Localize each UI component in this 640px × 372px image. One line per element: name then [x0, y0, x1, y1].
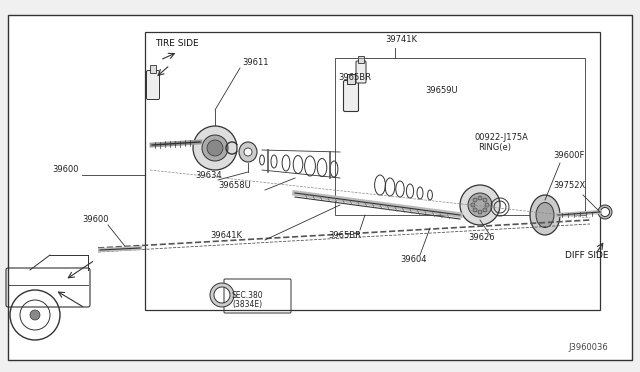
Text: 39634: 39634 [195, 171, 221, 180]
Text: (3834E): (3834E) [232, 300, 262, 309]
Circle shape [193, 126, 237, 170]
Circle shape [30, 310, 40, 320]
Bar [150, 65, 156, 73]
Text: DIFF SIDE: DIFF SIDE [565, 251, 609, 260]
Text: 39611: 39611 [242, 58, 269, 67]
Bar [335, 58, 585, 215]
Text: 39658U: 39658U [218, 181, 251, 190]
Text: 39626: 39626 [468, 233, 495, 242]
Text: J3960036: J3960036 [568, 343, 608, 352]
Text: 39604: 39604 [400, 255, 426, 264]
Text: 3965BR: 3965BR [328, 231, 361, 240]
Ellipse shape [536, 202, 554, 228]
Circle shape [202, 135, 228, 161]
Circle shape [207, 140, 223, 156]
Text: 3965BR: 3965BR [338, 73, 371, 82]
FancyBboxPatch shape [344, 80, 358, 112]
Text: SEC.380: SEC.380 [232, 291, 264, 300]
FancyBboxPatch shape [147, 71, 159, 99]
FancyBboxPatch shape [356, 61, 366, 83]
Circle shape [483, 208, 487, 212]
Text: 39600: 39600 [82, 215, 109, 224]
Circle shape [460, 185, 500, 225]
Circle shape [473, 208, 477, 212]
Circle shape [468, 193, 492, 217]
Circle shape [471, 203, 475, 207]
Text: 39600F: 39600F [553, 151, 584, 160]
Circle shape [478, 196, 482, 200]
Circle shape [473, 198, 477, 202]
Text: 39752X: 39752X [553, 181, 585, 190]
Circle shape [244, 148, 252, 156]
Circle shape [478, 210, 482, 214]
Text: 00922-J175A: 00922-J175A [475, 133, 529, 142]
Bar [145, 32, 600, 310]
Circle shape [485, 203, 489, 207]
Circle shape [483, 198, 487, 202]
Bar [358, 56, 364, 63]
Text: TIRE SIDE: TIRE SIDE [155, 39, 198, 48]
Text: 39600: 39600 [52, 165, 79, 174]
Text: 39641K: 39641K [210, 231, 242, 240]
Bar [347, 74, 355, 84]
Ellipse shape [239, 142, 257, 162]
Text: RING(e): RING(e) [478, 143, 511, 152]
Ellipse shape [530, 195, 560, 235]
Text: 39659U: 39659U [425, 86, 458, 95]
Text: 39741K: 39741K [385, 35, 417, 44]
